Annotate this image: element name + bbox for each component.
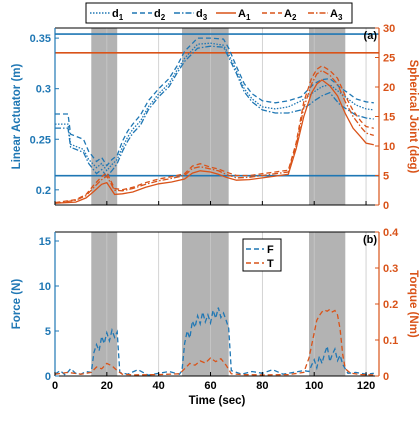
- series-line-d2: [55, 37, 374, 167]
- y-right-tick-label-0: 0: [383, 371, 389, 383]
- legend-label-sub: 1: [119, 13, 124, 22]
- panel-b: 0 20 40 60 80 100 120 0 5 10 15 0 0.1 0.2 0.3 0.4 Force …: [11, 227, 419, 407]
- legend-label-main: A: [330, 8, 338, 20]
- x-tick-label-0: 0: [52, 380, 58, 392]
- legend-label-sub: 3: [338, 13, 343, 22]
- y-left-tick-label-1: 0.25: [30, 134, 51, 146]
- legend-label-sub: 1: [246, 13, 251, 22]
- series-group: [55, 37, 374, 204]
- y-right-tick-label-6: 30: [383, 23, 395, 35]
- y-left-tick-label-0: 0: [45, 371, 51, 383]
- shaded-interval-1: [91, 28, 118, 205]
- legend-label-4: A1: [238, 8, 251, 22]
- y-right-tick-label-2: 0.2: [383, 299, 398, 311]
- y-left-tick-label-1: 5: [45, 326, 51, 338]
- x-tick-label-20: 20: [101, 380, 113, 392]
- legend: FT: [242, 238, 282, 272]
- y-axis-label-left: Force (N): [11, 279, 23, 330]
- x-tick-label-40: 40: [153, 380, 165, 392]
- y-right-tick-label-5: 25: [383, 53, 395, 65]
- legend-label-sub: 2: [161, 13, 166, 22]
- y-right-tick-label-2: 10: [383, 141, 395, 153]
- series-line-f: [55, 307, 374, 376]
- y-axis-label-left: Linear Actuator (m): [11, 64, 23, 170]
- legend-label-2: d2: [154, 8, 166, 22]
- y-right-tick-label-3: 15: [383, 112, 395, 124]
- x-tick-label-100: 100: [305, 380, 323, 392]
- legend-label-main: A: [238, 8, 246, 20]
- panel-label: (a): [364, 30, 378, 42]
- series-line-a2: [55, 65, 374, 204]
- shaded-interval-2: [182, 28, 229, 205]
- legend-box: [242, 238, 282, 272]
- shaded-interval-3: [309, 232, 346, 376]
- series-line-d3: [55, 45, 374, 178]
- series-group: [55, 307, 374, 376]
- legend-label-3: d3: [196, 8, 208, 22]
- legend-label-1: d1: [112, 8, 124, 22]
- y-axis-label-right: Torque (Nm): [407, 270, 419, 338]
- x-axis-label: Time (sec): [189, 395, 246, 407]
- x-tick-label-120: 120: [357, 380, 375, 392]
- panel-a: 0.2 0.25 0.3 0.35 0 5 10 15 20 25 30 Linear Actuato…: [11, 2, 419, 212]
- legend-label-6: A3: [330, 8, 343, 22]
- series-line-d1: [55, 42, 374, 172]
- y-left-tick-label-2: 10: [39, 281, 51, 293]
- x-tick-label-80: 80: [256, 380, 268, 392]
- legend: d1 d2 d3 A1 A2 A3: [85, 2, 353, 24]
- legend-label-main: d: [196, 8, 203, 20]
- panel-label: (b): [363, 234, 377, 246]
- y-axis-label-right: Spherical Joint (deg): [407, 60, 419, 174]
- legend-label-5: A2: [284, 8, 297, 22]
- y-left-tick-label-2: 0.3: [36, 84, 51, 96]
- y-right-tick-label-3: 0.3: [383, 263, 398, 275]
- y-left-tick-label-3: 15: [39, 236, 51, 248]
- legend-label-main: d: [112, 8, 119, 20]
- shaded-interval-1: [91, 232, 118, 376]
- y-left-tick-label-3: 0.35: [30, 33, 51, 45]
- shaded-interval-2: [182, 232, 229, 376]
- legend-label-f: F: [267, 244, 274, 256]
- y-right-tick-label-1: 5: [383, 171, 389, 183]
- y-right-tick-label-4: 0.4: [383, 227, 399, 239]
- y-right-tick-label-0: 0: [383, 200, 389, 212]
- y-right-tick-label-1: 0.1: [383, 335, 398, 347]
- legend-label-main: d: [154, 8, 161, 20]
- legend-label-main: A: [284, 8, 292, 20]
- y-right-tick-label-4: 20: [383, 82, 395, 94]
- legend-label-sub: 3: [203, 13, 208, 22]
- x-tick-label-60: 60: [204, 380, 216, 392]
- series-line-a3: [55, 69, 374, 204]
- series-line-t: [55, 308, 374, 376]
- legend-label-t: T: [267, 258, 274, 270]
- legend-label-sub: 2: [292, 13, 297, 22]
- y-left-tick-label-0: 0.2: [36, 185, 51, 197]
- series-line-a1: [55, 79, 374, 204]
